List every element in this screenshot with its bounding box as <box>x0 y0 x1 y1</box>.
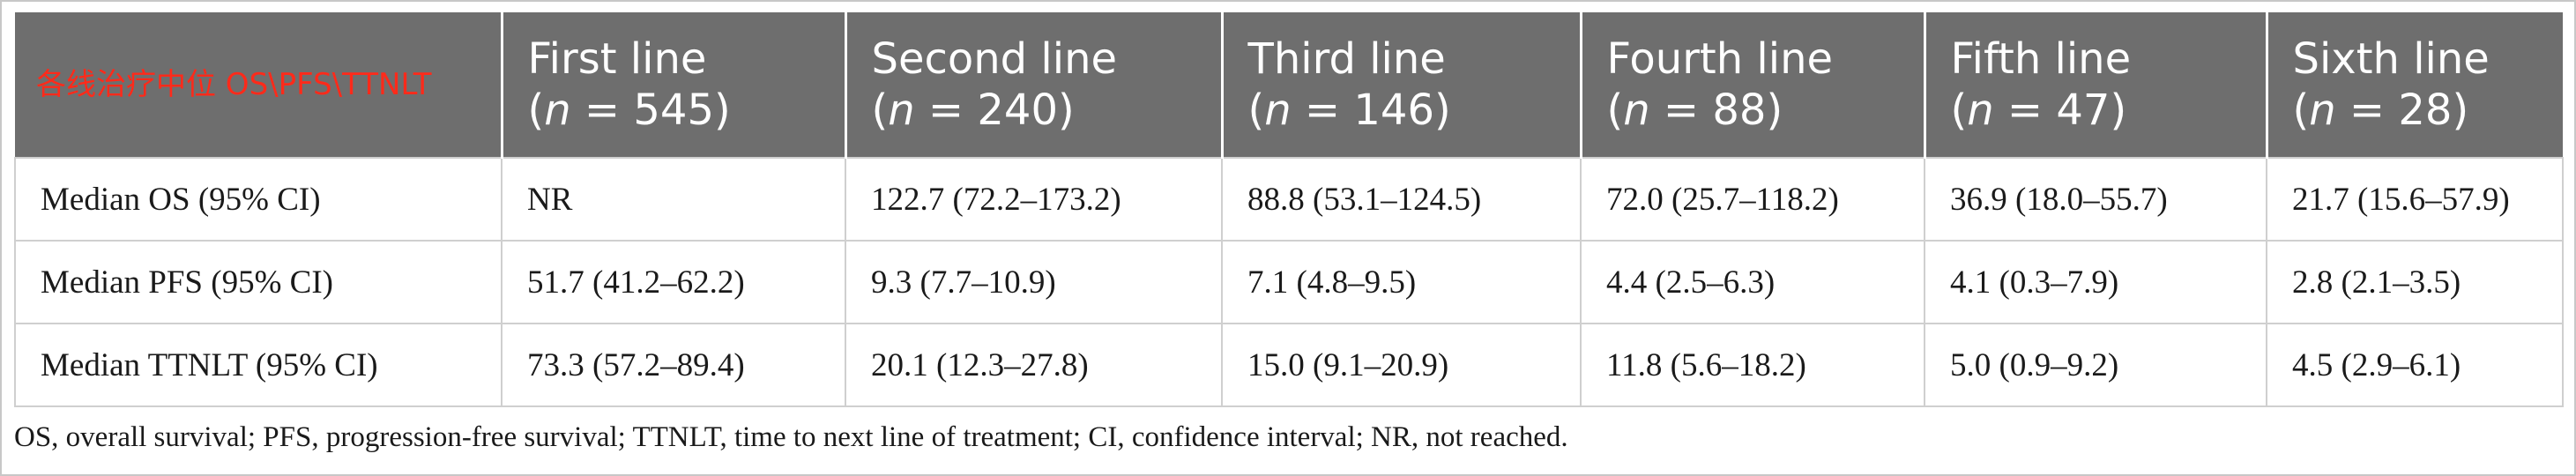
table-cell: 122.7 (72.2–173.2) <box>845 157 1223 242</box>
table-cell: 5.0 (0.9–9.2) <box>1924 323 2267 407</box>
table-cell: 7.1 (4.8–9.5) <box>1221 240 1582 324</box>
table-row: Median OS (95% CI) NR 122.7 (72.2–173.2)… <box>14 157 2564 242</box>
column-title: Sixth line <box>2292 34 2490 84</box>
table-cell: NR <box>501 157 846 242</box>
survival-table: 各线治疗中位 OS\PFS\TTNLT First line (n = 545)… <box>14 12 2564 407</box>
column-header-second-line: Second line (n = 240) <box>844 12 1224 158</box>
row-label: Median TTNLT (95% CI) <box>14 323 503 407</box>
column-header-fourth-line: Fourth line (n = 88) <box>1579 12 1926 158</box>
table-cell: 36.9 (18.0–55.7) <box>1924 157 2267 242</box>
table-cell: 2.8 (2.1–3.5) <box>2266 240 2564 324</box>
table-cell: 15.0 (9.1–20.9) <box>1221 323 1582 407</box>
column-title: Fifth line <box>1950 34 2132 84</box>
column-header-sixth-line: Sixth line (n = 28) <box>2265 12 2563 158</box>
corner-label: 各线治疗中位 OS\PFS\TTNLT <box>15 12 503 158</box>
table-cell: 73.3 (57.2–89.4) <box>501 323 846 407</box>
table-cell: 72.0 (25.7–118.2) <box>1580 157 1925 242</box>
column-title: Third line <box>1247 34 1446 84</box>
table-cell: 4.5 (2.9–6.1) <box>2266 323 2564 407</box>
table-cell: 21.7 (15.6–57.9) <box>2266 157 2564 242</box>
table-cell: 4.4 (2.5–6.3) <box>1580 240 1925 324</box>
column-header-first-line: First line (n = 545) <box>500 12 847 158</box>
column-title: Fourth line <box>1606 34 1834 84</box>
table-cell: 51.7 (41.2–62.2) <box>501 240 846 324</box>
table-row: Median PFS (95% CI) 51.7 (41.2–62.2) 9.3… <box>14 240 2564 324</box>
column-header-third-line: Third line (n = 146) <box>1220 12 1582 158</box>
table-cell: 11.8 (5.6–18.2) <box>1580 323 1925 407</box>
table-cell: 20.1 (12.3–27.8) <box>845 323 1223 407</box>
table-cell: 4.1 (0.3–7.9) <box>1924 240 2267 324</box>
table-cell: 9.3 (7.7–10.9) <box>845 240 1223 324</box>
column-title: First line <box>527 34 707 84</box>
table-footnote: OS, overall survival; PFS, progression-f… <box>14 421 1568 453</box>
header-row: 各线治疗中位 OS\PFS\TTNLT First line (n = 545)… <box>15 12 2563 158</box>
row-label: Median OS (95% CI) <box>14 157 503 242</box>
row-label: Median PFS (95% CI) <box>14 240 503 324</box>
table-row: Median TTNLT (95% CI) 73.3 (57.2–89.4) 2… <box>14 323 2564 407</box>
table-cell: 88.8 (53.1–124.5) <box>1221 157 1582 242</box>
column-header-fifth-line: Fifth line (n = 47) <box>1923 12 2268 158</box>
column-title: Second line <box>871 34 1118 84</box>
